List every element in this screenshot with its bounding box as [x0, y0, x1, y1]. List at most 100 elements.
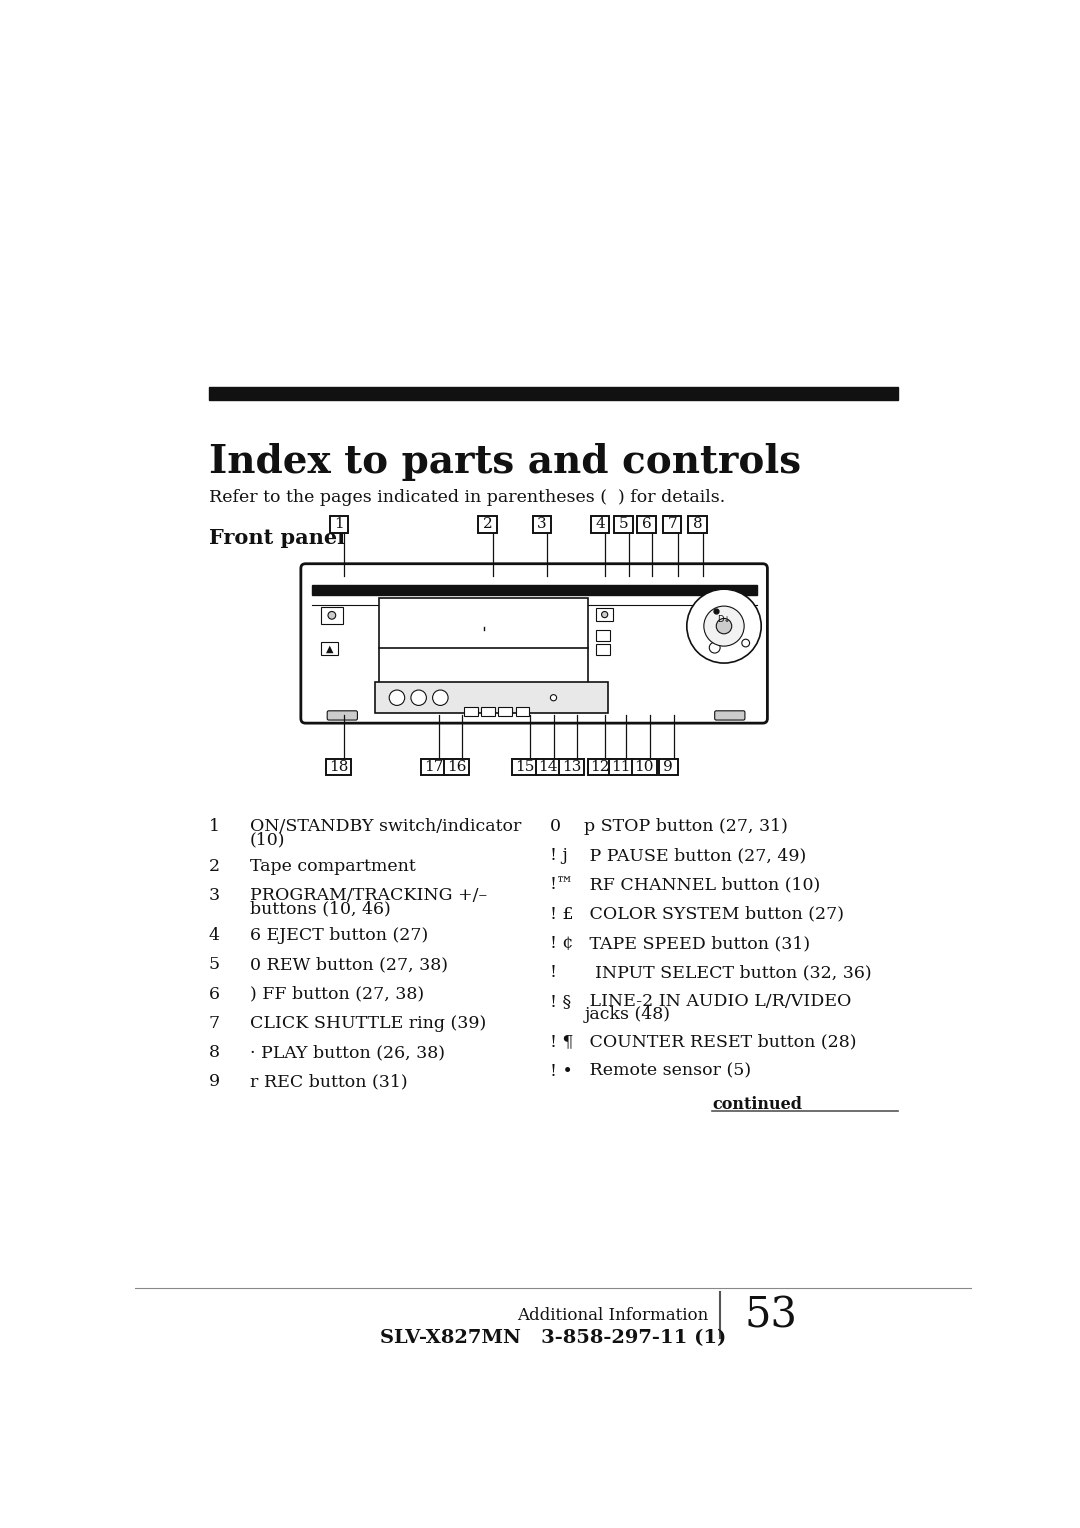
Text: P PAUSE button (27, 49): P PAUSE button (27, 49) — [584, 847, 807, 865]
Bar — [329, 516, 348, 533]
Text: Remote sensor (5): Remote sensor (5) — [584, 1062, 752, 1080]
Text: 11: 11 — [611, 759, 631, 775]
Bar — [444, 758, 469, 776]
Text: 3: 3 — [537, 518, 546, 532]
Text: COUNTER RESET button (28): COUNTER RESET button (28) — [584, 1033, 858, 1050]
Bar — [588, 758, 612, 776]
Text: ! ¢: ! ¢ — [550, 935, 573, 952]
Text: ) FF button (27, 38): ) FF button (27, 38) — [249, 986, 423, 1002]
Bar — [608, 758, 633, 776]
FancyBboxPatch shape — [327, 711, 357, 720]
Text: 13: 13 — [562, 759, 581, 775]
Bar — [688, 516, 707, 533]
Text: 6: 6 — [642, 518, 651, 532]
Bar — [536, 758, 561, 776]
FancyBboxPatch shape — [715, 711, 745, 720]
Bar — [591, 516, 609, 533]
Text: LINE-2 IN AUDIO L/R/VIDEO: LINE-2 IN AUDIO L/R/VIDEO — [584, 993, 852, 1010]
Text: ! §: ! § — [550, 993, 570, 1010]
Text: ! •: ! • — [550, 1062, 572, 1080]
Bar — [632, 758, 657, 776]
Text: TAPE SPEED button (31): TAPE SPEED button (31) — [584, 935, 811, 952]
Bar — [596, 630, 610, 640]
Text: CLICK SHUTTLE ring (39): CLICK SHUTTLE ring (39) — [249, 1015, 486, 1031]
Text: ▲: ▲ — [326, 643, 334, 654]
Bar — [499, 707, 512, 717]
Text: r REC button (31): r REC button (31) — [249, 1074, 407, 1091]
Bar — [559, 758, 583, 776]
Bar — [375, 683, 608, 714]
Text: 2: 2 — [208, 857, 219, 876]
Bar — [208, 388, 899, 400]
Bar — [515, 707, 529, 717]
Bar — [464, 707, 477, 717]
Text: 2: 2 — [483, 518, 492, 532]
Text: p STOP button (27, 31): p STOP button (27, 31) — [584, 817, 788, 834]
Circle shape — [433, 691, 448, 706]
Bar — [659, 758, 677, 776]
Bar — [596, 608, 613, 622]
Text: 12: 12 — [591, 759, 610, 775]
Text: · PLAY button (26, 38): · PLAY button (26, 38) — [249, 1044, 445, 1062]
Circle shape — [602, 611, 608, 617]
Bar — [637, 516, 656, 533]
Bar — [421, 758, 446, 776]
Text: 9: 9 — [208, 1074, 219, 1091]
Text: 7: 7 — [667, 518, 677, 532]
Text: !: ! — [550, 964, 556, 981]
Text: (10): (10) — [249, 831, 285, 848]
Text: Front panel: Front panel — [208, 527, 345, 547]
Text: 9: 9 — [663, 759, 673, 775]
Text: buttons (10, 46): buttons (10, 46) — [249, 900, 391, 917]
Text: 14: 14 — [538, 759, 558, 775]
Bar — [379, 597, 589, 686]
Text: D↓: D↓ — [717, 616, 731, 625]
Text: COLOR SYSTEM button (27): COLOR SYSTEM button (27) — [584, 906, 845, 923]
Text: 0 REW button (27, 38): 0 REW button (27, 38) — [249, 957, 448, 973]
Text: !™: !™ — [550, 877, 573, 894]
Bar — [596, 643, 610, 654]
Text: 8: 8 — [693, 518, 702, 532]
Bar — [613, 516, 633, 533]
Bar — [326, 758, 351, 776]
Text: ! ¶: ! ¶ — [550, 1033, 573, 1050]
Text: 4: 4 — [595, 518, 605, 532]
Text: 5: 5 — [208, 957, 219, 973]
Text: Index to parts and controls: Index to parts and controls — [208, 443, 800, 481]
Text: Refer to the pages indicated in parentheses (  ) for details.: Refer to the pages indicated in parenthe… — [208, 489, 725, 506]
Text: RF CHANNEL button (10): RF CHANNEL button (10) — [584, 877, 821, 894]
Text: 5: 5 — [619, 518, 629, 532]
Text: 3: 3 — [208, 888, 219, 905]
Text: 53: 53 — [744, 1294, 797, 1337]
Text: continued: continued — [713, 1096, 802, 1112]
Text: 7: 7 — [208, 1015, 219, 1031]
Text: 6 EJECT button (27): 6 EJECT button (27) — [249, 927, 428, 944]
Circle shape — [551, 695, 556, 701]
Circle shape — [389, 691, 405, 706]
Text: 1: 1 — [208, 817, 219, 834]
Text: 0: 0 — [550, 817, 561, 834]
Text: 10: 10 — [634, 759, 653, 775]
Circle shape — [716, 619, 732, 634]
Circle shape — [742, 639, 750, 646]
Text: ! j: ! j — [550, 847, 567, 865]
Text: 1: 1 — [334, 518, 343, 532]
Bar — [478, 516, 497, 533]
Text: ON/STANDBY switch/indicator: ON/STANDBY switch/indicator — [249, 817, 521, 834]
Circle shape — [710, 642, 720, 652]
FancyBboxPatch shape — [301, 564, 768, 723]
Text: 4: 4 — [208, 927, 219, 944]
Text: INPUT SELECT button (32, 36): INPUT SELECT button (32, 36) — [584, 964, 873, 981]
Bar — [312, 585, 757, 594]
Bar — [512, 758, 537, 776]
Circle shape — [704, 607, 744, 646]
Bar — [663, 516, 681, 533]
Text: Additional Information: Additional Information — [517, 1306, 708, 1323]
Text: 16: 16 — [447, 759, 467, 775]
Text: Tape compartment: Tape compartment — [249, 857, 416, 876]
Bar — [321, 642, 338, 656]
Text: PROGRAM/TRACKING +/–: PROGRAM/TRACKING +/– — [249, 888, 487, 905]
Bar — [482, 707, 495, 717]
Circle shape — [687, 590, 761, 663]
Text: ! £: ! £ — [550, 906, 573, 923]
